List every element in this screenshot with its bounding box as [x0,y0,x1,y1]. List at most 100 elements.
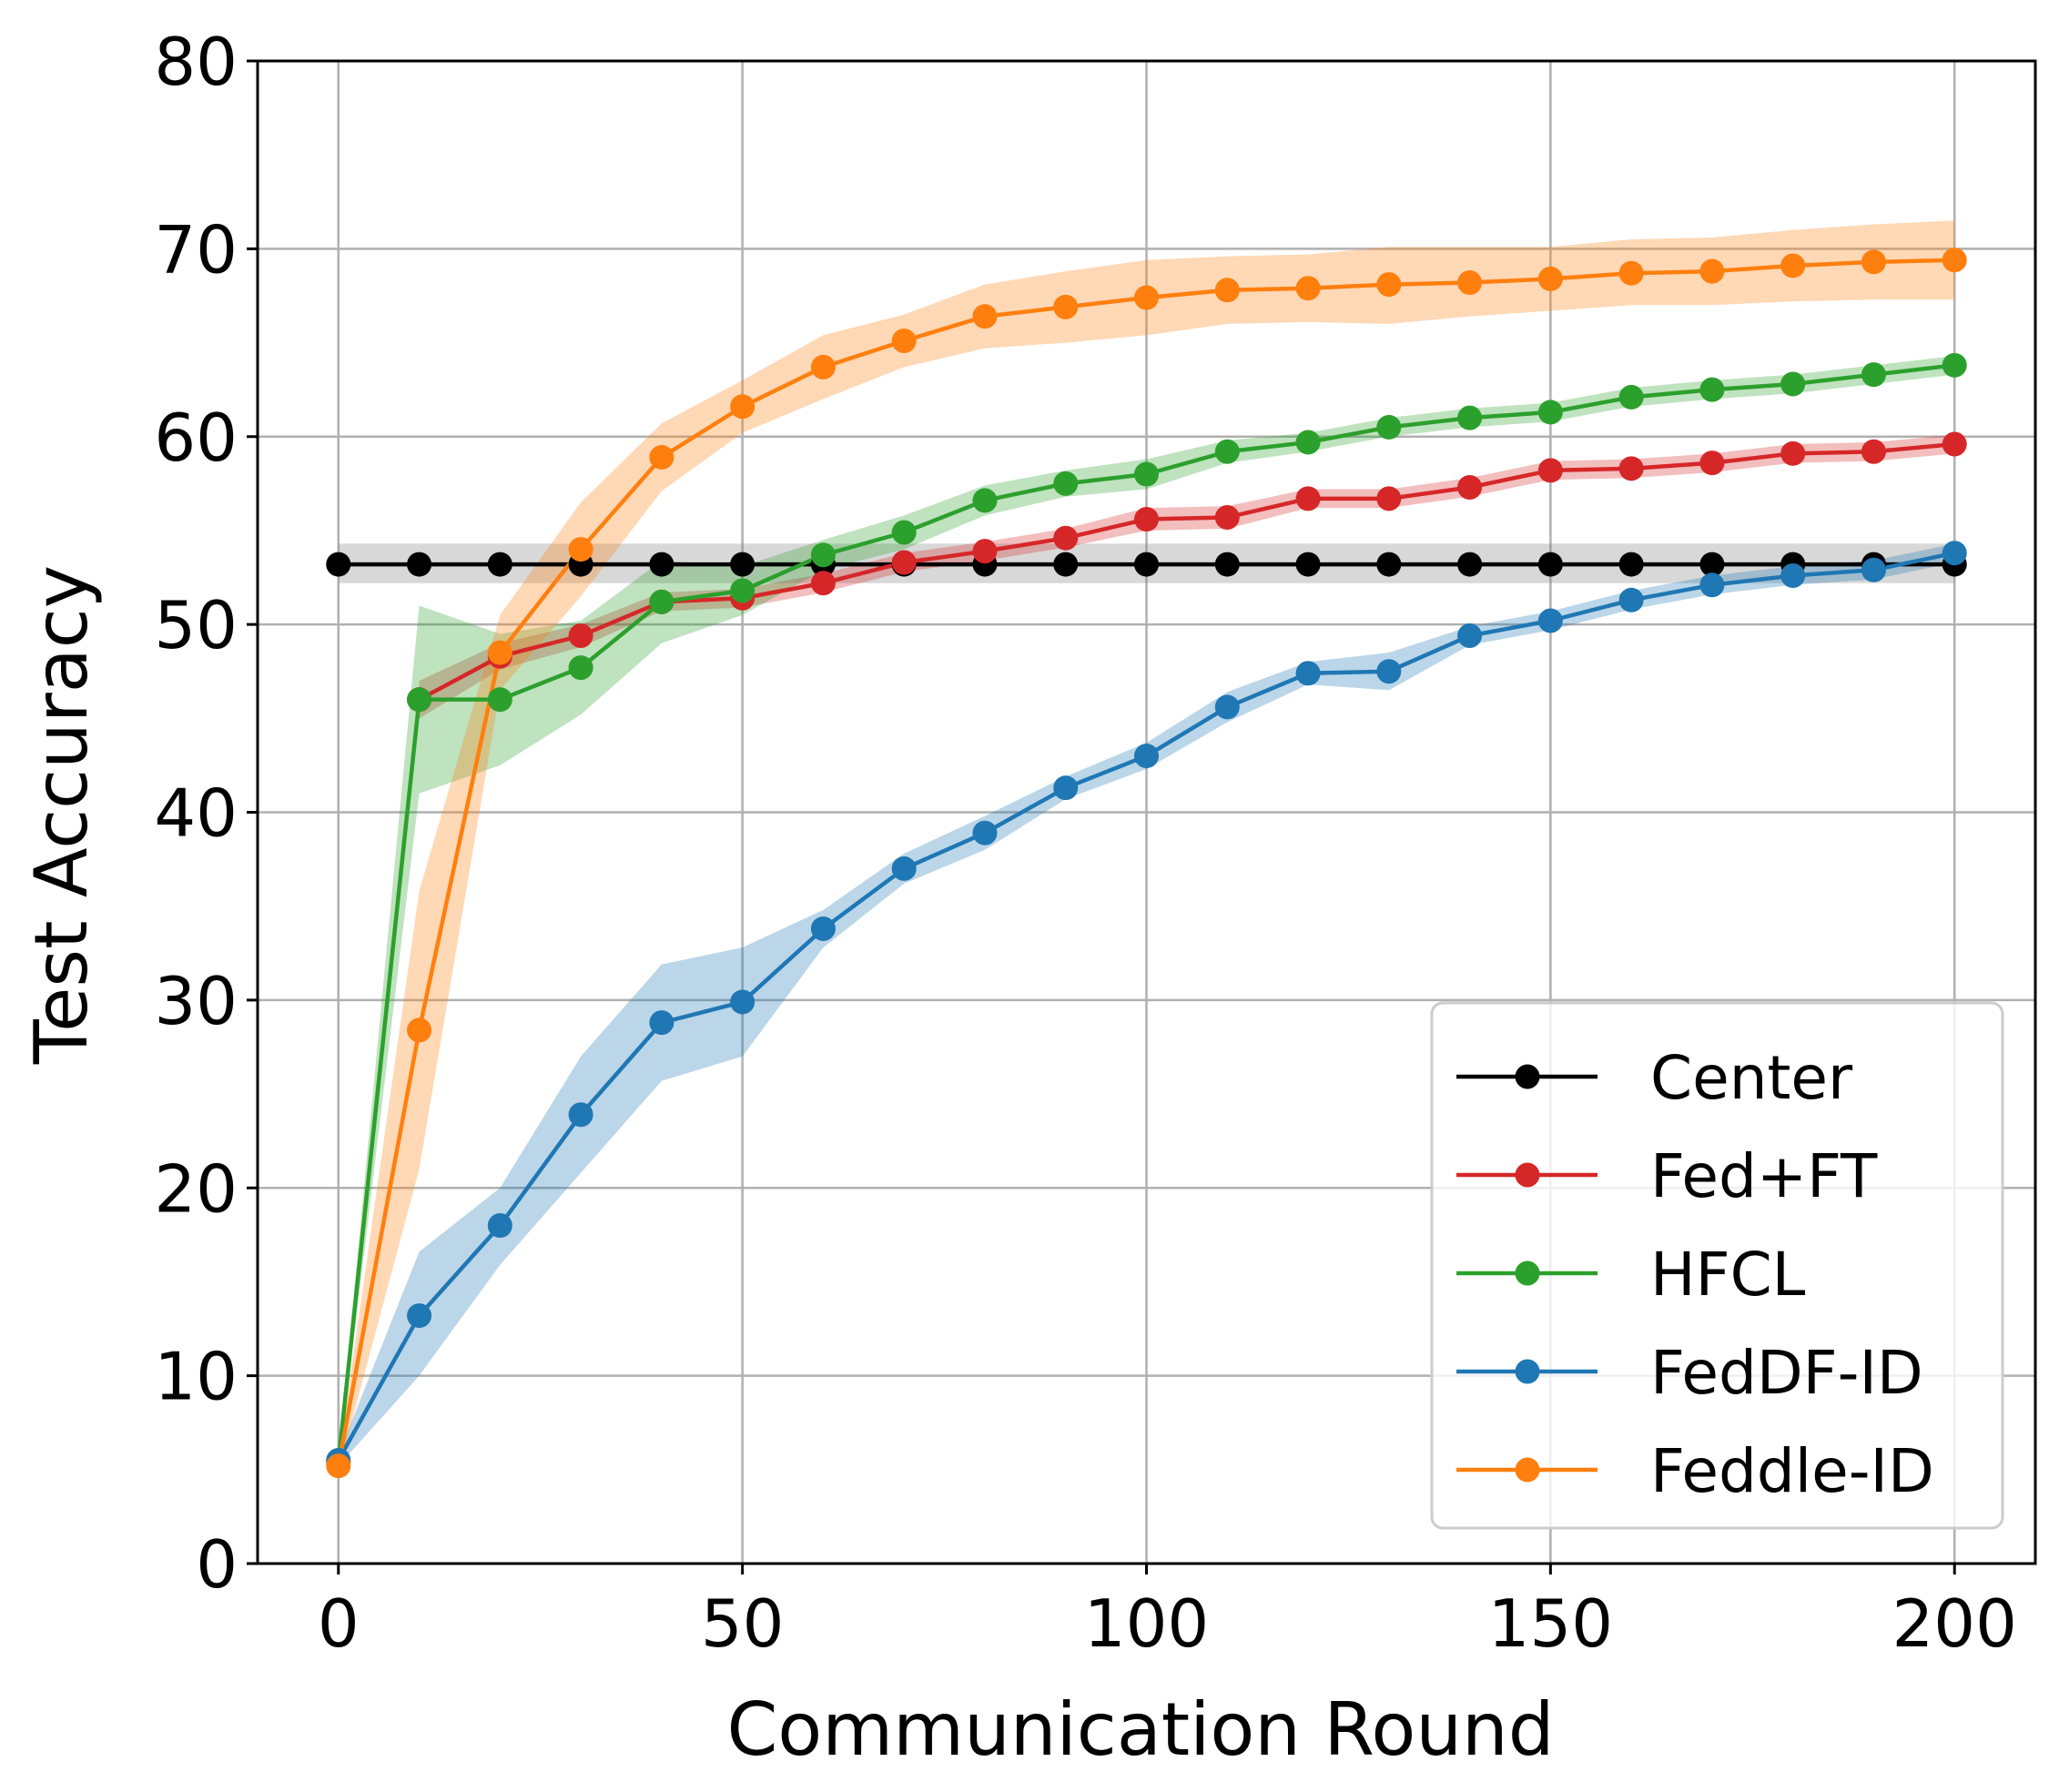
marker-feddle-id [1295,276,1321,301]
marker-center [1457,552,1483,577]
marker-feddle-id [1780,253,1806,278]
marker-feddle-id [730,394,756,420]
marker-feddle-id [1457,270,1483,296]
marker-hfcl [1457,405,1483,430]
marker-feddf-id [810,916,836,941]
marker-feddf-id [1942,541,1967,566]
legend-label-hfcl: HFCL [1650,1240,1806,1310]
marker-fed-ft [1053,525,1079,551]
marker-feddf-id [1861,557,1886,582]
marker-hfcl [730,578,756,603]
marker-feddf-id [1053,775,1079,801]
y-tick-label: 30 [154,963,238,1039]
marker-center [1053,552,1079,577]
marker-fed-ft [1861,439,1886,464]
marker-feddf-id [487,1213,512,1239]
x-tick-label: 150 [1488,1585,1613,1662]
marker-feddle-id [1537,266,1563,291]
marker-center [1618,552,1644,577]
marker-feddf-id [891,856,917,881]
marker-feddle-id [1699,258,1725,284]
y-tick-label: 10 [154,1339,238,1415]
marker-feddle-id [649,444,674,470]
y-tick-label: 80 [154,24,238,100]
x-tick-label: 100 [1084,1585,1209,1662]
marker-feddf-id [1457,623,1483,649]
legend-box [1430,1001,2004,1530]
marker-feddle-id [972,304,998,329]
marker-hfcl [487,687,512,713]
x-tick-label: 50 [701,1585,785,1662]
marker-fed-ft [1376,486,1402,511]
marker-fed-ft [1780,440,1806,466]
marker-center [649,552,674,577]
legend: Center Fed+FT HFCL FedDF-ID Feddle-ID [1430,1001,2004,1530]
marker-center [407,552,432,577]
legend-marker-feddle-id [1515,1457,1540,1483]
marker-feddf-id [407,1303,432,1329]
marker-feddf-id [568,1102,593,1128]
marker-hfcl [1214,439,1240,464]
marker-feddle-id [1053,294,1079,319]
marker-center [1537,552,1563,577]
marker-hfcl [1376,414,1402,440]
legend-items: Center Fed+FT HFCL FedDF-ID Feddle-ID [1456,1043,1934,1506]
marker-hfcl [407,687,432,713]
marker-hfcl [1537,400,1563,425]
marker-feddf-id [1699,572,1725,598]
marker-hfcl [1942,352,1967,378]
x-tick-label: 0 [318,1585,360,1662]
marker-feddf-id [972,820,998,845]
y-tick-label: 40 [154,775,238,852]
marker-fed-ft [1537,458,1563,483]
marker-feddle-id [1134,285,1159,310]
marker-center [487,552,512,577]
marker-hfcl [1618,384,1644,410]
marker-feddle-id [1214,278,1240,303]
marker-feddle-id [407,1017,432,1043]
legend-label-feddle-id: Feddle-ID [1650,1436,1934,1506]
marker-center [1214,552,1240,577]
marker-feddle-id [326,1453,351,1479]
marker-feddf-id [1618,587,1644,613]
marker-fed-ft [1942,431,1967,457]
marker-hfcl [1053,471,1079,496]
marker-feddf-id [1780,562,1806,588]
marker-feddf-id [1214,694,1240,720]
marker-center [730,552,756,577]
marker-feddle-id [891,328,917,353]
marker-fed-ft [1134,507,1159,532]
legend-marker-feddf-id [1515,1359,1540,1384]
marker-feddle-id [487,640,512,665]
marker-hfcl [972,488,998,513]
y-tick-label: 60 [154,400,238,476]
y-tick-label: 50 [154,587,238,663]
marker-feddle-id [568,537,593,562]
marker-feddf-id [1295,661,1321,686]
marker-fed-ft [1699,451,1725,476]
series-markers [326,248,1967,1479]
marker-feddf-id [649,1010,674,1036]
marker-fed-ft [1295,486,1321,511]
marker-feddle-id [1861,249,1886,275]
marker-feddle-id [1942,248,1967,273]
y-axis-label: Test Accuracy [19,565,104,1065]
marker-hfcl [1861,362,1886,388]
marker-feddf-id [1376,659,1402,684]
marker-center [1134,552,1159,577]
marker-fed-ft [1618,456,1644,481]
marker-hfcl [1134,461,1159,487]
y-tick-label: 70 [154,211,238,288]
legend-label-center: Center [1650,1043,1853,1113]
band-feddf-id [338,543,1955,1466]
marker-hfcl [1699,377,1725,402]
marker-feddle-id [1618,260,1644,286]
marker-feddf-id [1537,608,1563,633]
x-axis-label: Communication Round [726,1687,1554,1772]
marker-feddle-id [1376,272,1402,298]
marker-fed-ft [972,539,998,564]
legend-label-fed-ft: Fed+FT [1650,1141,1878,1211]
y-axis-ticks: 0 10 20 30 40 50 60 70 80 [154,24,258,1603]
marker-center [1699,552,1725,577]
